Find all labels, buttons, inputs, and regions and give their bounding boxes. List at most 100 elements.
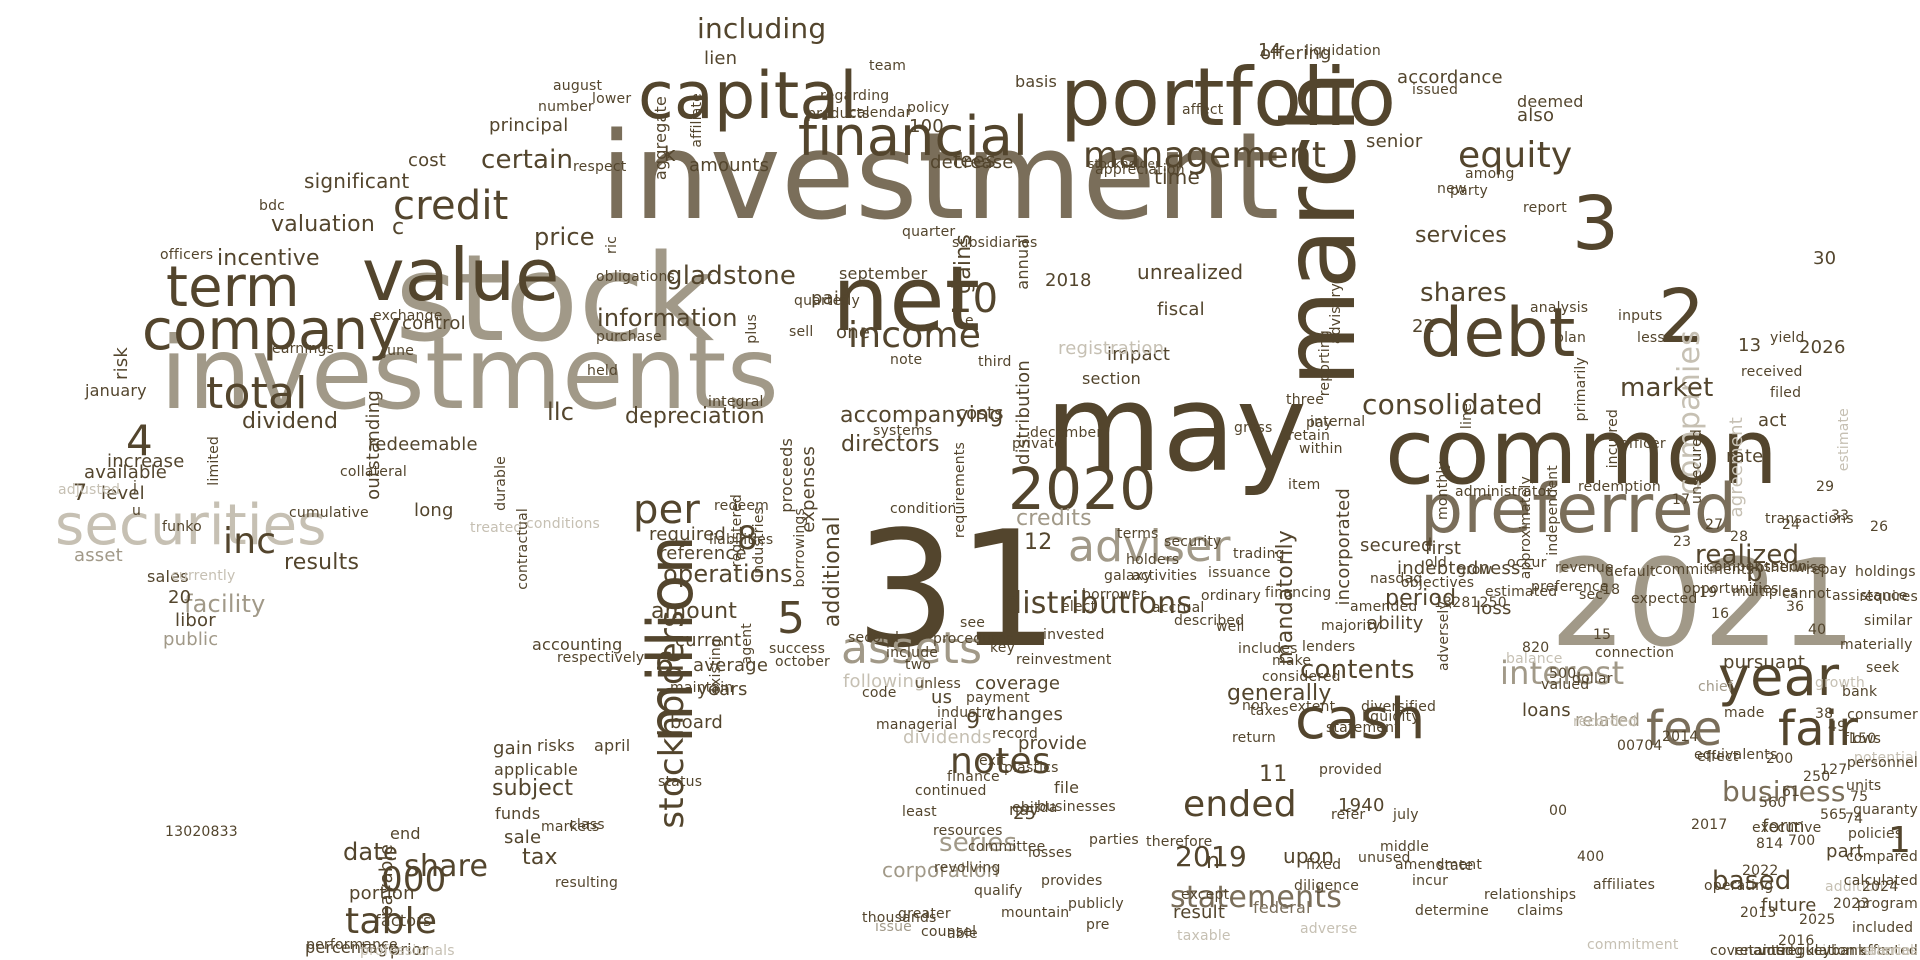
cloud-word-management: management	[1083, 135, 1327, 176]
cloud-word-future: future	[1761, 895, 1817, 916]
cloud-word-refer: refer	[1331, 807, 1366, 823]
cloud-word-industry: industry	[937, 705, 996, 721]
cloud-word-factors: factors	[375, 911, 432, 930]
cloud-word-party: party	[1450, 183, 1488, 199]
cloud-word-materially: materially	[1840, 637, 1913, 653]
cloud-word-accordance: accordance	[1397, 67, 1503, 88]
cloud-word-ability: ability	[1367, 613, 1424, 634]
cloud-word-per: per	[633, 487, 701, 533]
cloud-word-repay: repay	[1806, 562, 1847, 578]
cloud-word-potential: potential	[1853, 750, 1918, 766]
cloud-word-businesses: businesses	[1037, 799, 1116, 815]
cloud-word-counsel: counsel	[921, 924, 977, 940]
cloud-word-continued: continued	[915, 783, 987, 799]
cloud-word-operating: operating	[1704, 878, 1774, 894]
cloud-word-cannot: cannot	[1782, 586, 1832, 602]
cloud-word-certain: certain	[481, 145, 574, 175]
cloud-word-extent: extent	[1289, 699, 1336, 715]
cloud-word-borrowings: borrowings	[792, 508, 808, 588]
cloud-word-based: based	[1712, 866, 1792, 896]
cloud-word-market: market	[1620, 373, 1714, 403]
cloud-word-sec: sec	[1579, 587, 1604, 603]
cloud-word-cumulative: cumulative	[289, 505, 369, 521]
cloud-word-offering: offering	[1260, 43, 1332, 64]
cloud-word-transactions: transactions	[1765, 511, 1854, 527]
cloud-word-regarding: regarding	[820, 88, 890, 104]
cloud-word-n: n	[1206, 849, 1221, 874]
cloud-word-voting: voting	[1758, 943, 1804, 959]
cloud-word-personnel: personnel	[1846, 755, 1918, 771]
cloud-word-net: net	[832, 247, 981, 352]
cloud-word-aggregate: aggregate	[651, 96, 670, 181]
cloud-word-2020: 2020	[1008, 455, 1157, 523]
cloud-word-make: make	[1272, 653, 1312, 669]
cloud-word-currently: currently	[171, 568, 236, 584]
cloud-word-except: except	[1181, 887, 1230, 903]
cloud-word-revolving: revolving	[934, 860, 1001, 876]
cloud-word-share: share	[404, 849, 489, 884]
cloud-word-fees: fees	[953, 148, 996, 172]
cloud-word-long: long	[414, 500, 454, 521]
cloud-word-retain: retain	[1288, 428, 1331, 444]
cloud-word-unused: unused	[1358, 850, 1411, 866]
cloud-word-significant: significant	[304, 169, 410, 193]
cloud-word-unless: unless	[915, 676, 962, 692]
cloud-word-000: 000	[381, 860, 447, 900]
cloud-word-qualify: qualify	[974, 883, 1023, 899]
cloud-word-procedures: procedures	[933, 631, 1014, 647]
cloud-word-taxes: taxes	[1250, 703, 1289, 719]
cloud-word-pre: pre	[1086, 917, 1110, 933]
cloud-word-principal: principal	[489, 115, 569, 136]
cloud-word-requirements: requirements	[952, 442, 968, 539]
cloud-word-generally: generally	[1227, 681, 1332, 706]
cloud-word-investments: investments	[160, 315, 779, 432]
cloud-word-issued: issued	[1412, 82, 1459, 98]
cloud-word-april: april	[594, 736, 631, 755]
cloud-word-2014: 2014	[1662, 729, 1699, 745]
cloud-word-statement: statement	[1326, 720, 1400, 736]
cloud-word-reinvestment: reinvestment	[1016, 652, 1112, 668]
cloud-word-quarter: quarter	[902, 224, 956, 240]
cloud-word-lien: lien	[704, 48, 738, 69]
cloud-word-obligations: obligations	[596, 269, 676, 285]
cloud-word-affected: affected	[1858, 943, 1918, 959]
cloud-word-provides: provides	[1041, 873, 1103, 889]
cloud-word-38: 38	[1815, 706, 1834, 722]
cloud-word-15: 15	[1593, 627, 1612, 643]
cloud-word-diversified: diversified	[1361, 699, 1437, 715]
cloud-word-rate: rate	[1726, 446, 1764, 467]
cloud-word-trading: trading	[1233, 546, 1285, 562]
cloud-word-available: available	[84, 462, 168, 483]
cloud-word-professionals: professionals	[360, 943, 455, 959]
cloud-word-flows: flows	[1844, 731, 1882, 747]
cloud-word-5: 5	[777, 593, 806, 644]
cloud-word-control: control	[402, 313, 466, 334]
cloud-word-may: may	[1045, 360, 1308, 499]
cloud-word-within: within	[1299, 441, 1343, 457]
cloud-word-19: 19	[1699, 585, 1718, 601]
cloud-word-gladstone: gladstone	[666, 261, 797, 291]
cloud-word-monthly: monthly	[1435, 461, 1451, 521]
cloud-word-related: related	[1575, 710, 1641, 731]
cloud-word-december: december	[1030, 425, 1103, 441]
cloud-word-amendment: amendment	[1395, 857, 1483, 873]
cloud-word-asset: asset	[74, 545, 123, 566]
cloud-word-500: 500	[1549, 666, 1577, 682]
cloud-word-4: 4	[126, 416, 153, 465]
cloud-word-36: 36	[1786, 599, 1805, 615]
cloud-word-increase: increase	[107, 451, 185, 472]
cloud-word-dividends: dividends	[903, 727, 992, 748]
cloud-word-incorporated: incorporated	[1333, 488, 1354, 606]
cloud-word-status: status	[658, 774, 703, 790]
cloud-word-equivalents: equivalents	[1694, 747, 1778, 763]
cloud-word-managerial: managerial	[876, 717, 958, 733]
cloud-word-earnings: earnings	[272, 341, 335, 357]
cloud-word-securities: securities	[55, 493, 327, 558]
cloud-word-price: price	[534, 223, 595, 251]
cloud-word-june: june	[383, 343, 415, 359]
cloud-word-150: 150	[1849, 731, 1877, 747]
cloud-word-loans: loans	[1522, 700, 1571, 721]
cloud-word-plan: plan	[1555, 330, 1587, 346]
cloud-word-act: act	[1758, 410, 1787, 431]
cloud-word-liquidity: liquidity	[1362, 709, 1420, 725]
